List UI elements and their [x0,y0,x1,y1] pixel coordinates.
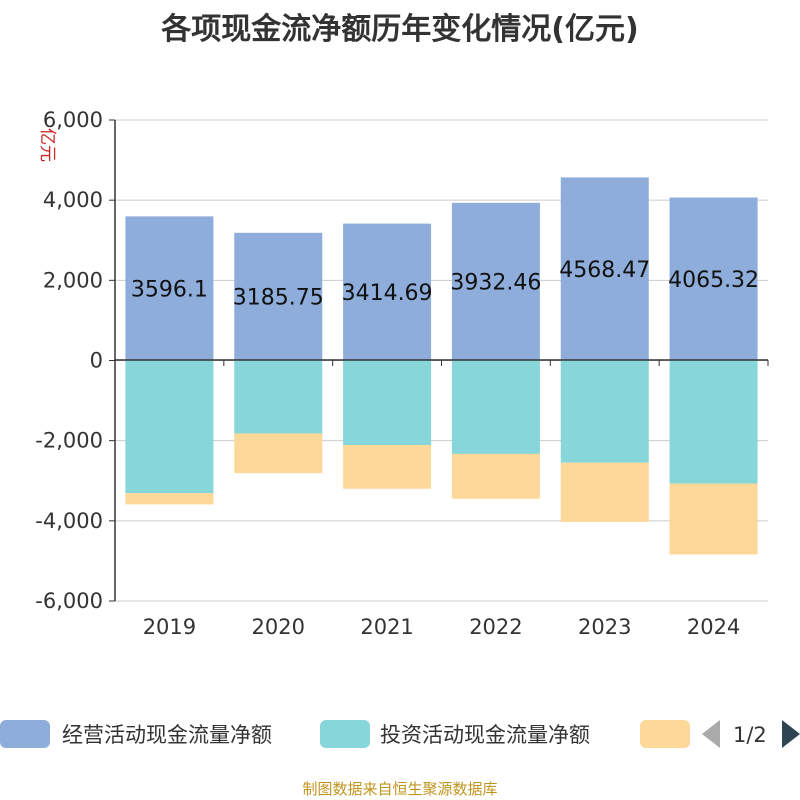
y-axis-ticks: 6,000 4,000 2,000 0 -2,000 -4,000 -6,000 [35,108,115,613]
bar-2020-series-2[interactable] [234,360,323,434]
y-tick-label: 2,000 [43,268,103,292]
chart-title: 各项现金流净额历年变化情况(亿元) [161,12,639,47]
bar-2020-series-1[interactable] [234,232,323,361]
bar-2022-series-1[interactable] [451,202,540,361]
bar-value-label: 3932.46 [450,271,541,296]
x-tick-label: 2021 [360,615,413,639]
bar-labels: 3596.1 3185.75 3414.69 3932.46 4568.47 4065.3… [131,258,759,311]
x-tick-label: 2022 [469,615,522,639]
y-tick-label: 6,000 [43,108,103,132]
legend-swatch-3[interactable] [640,720,690,748]
x-axis-ticks: 2019 2020 2021 2022 2023 2024 [114,360,769,639]
bar-value-label: 3414.69 [342,281,433,306]
legend-swatch-2[interactable] [320,720,370,748]
bar-2024-series-2[interactable] [669,360,758,484]
y-tick-label: -6,000 [35,589,103,613]
legend-prev-icon[interactable] [702,720,720,748]
bar-value-label: 4065.32 [668,268,759,293]
bar-value-label: 4568.47 [559,258,650,283]
legend-label-1[interactable]: 经营活动现金流量净额 [62,723,272,747]
bar-value-label: 3596.1 [131,277,208,302]
bar-2021-series-3[interactable] [343,445,432,489]
legend: 经营活动现金流量净额 投资活动现金流量净额 1/2 [0,720,800,748]
legend-page-indicator: 1/2 [733,723,767,747]
bar-2024-series-3[interactable] [669,483,758,555]
x-tick-label: 2023 [578,615,631,639]
x-tick-label: 2019 [143,615,196,639]
bar-2024-series-1[interactable] [669,197,758,361]
bar-2019-series-2[interactable] [125,360,214,494]
y-tick-label: -2,000 [35,429,103,453]
bar-2023-series-2[interactable] [560,360,649,463]
bar-2022-series-3[interactable] [451,453,540,499]
bar-2020-series-3[interactable] [234,433,323,474]
y-tick-label: 4,000 [43,188,103,212]
legend-swatch-1[interactable] [0,720,50,748]
legend-label-2[interactable]: 投资活动现金流量净额 [380,723,590,747]
x-tick-label: 2024 [687,615,740,639]
data-source-footer: 制图数据来自恒生聚源数据库 [302,780,498,798]
bars [125,177,758,555]
y-tick-label: -4,000 [35,509,103,533]
bar-value-label: 3185.75 [233,286,324,311]
y-tick-label: 0 [90,349,103,373]
bar-2023-series-1[interactable] [560,177,649,361]
bar-2019-series-1[interactable] [125,216,214,361]
bar-2021-series-2[interactable] [343,360,432,446]
legend-next-icon[interactable] [782,720,800,748]
y-axis-unit-label: 亿元 [37,128,57,162]
bar-2021-series-1[interactable] [343,223,432,361]
bar-2023-series-3[interactable] [560,462,649,523]
bar-2022-series-2[interactable] [451,360,540,454]
bar-2019-series-3[interactable] [125,493,214,505]
x-tick-label: 2020 [252,615,305,639]
